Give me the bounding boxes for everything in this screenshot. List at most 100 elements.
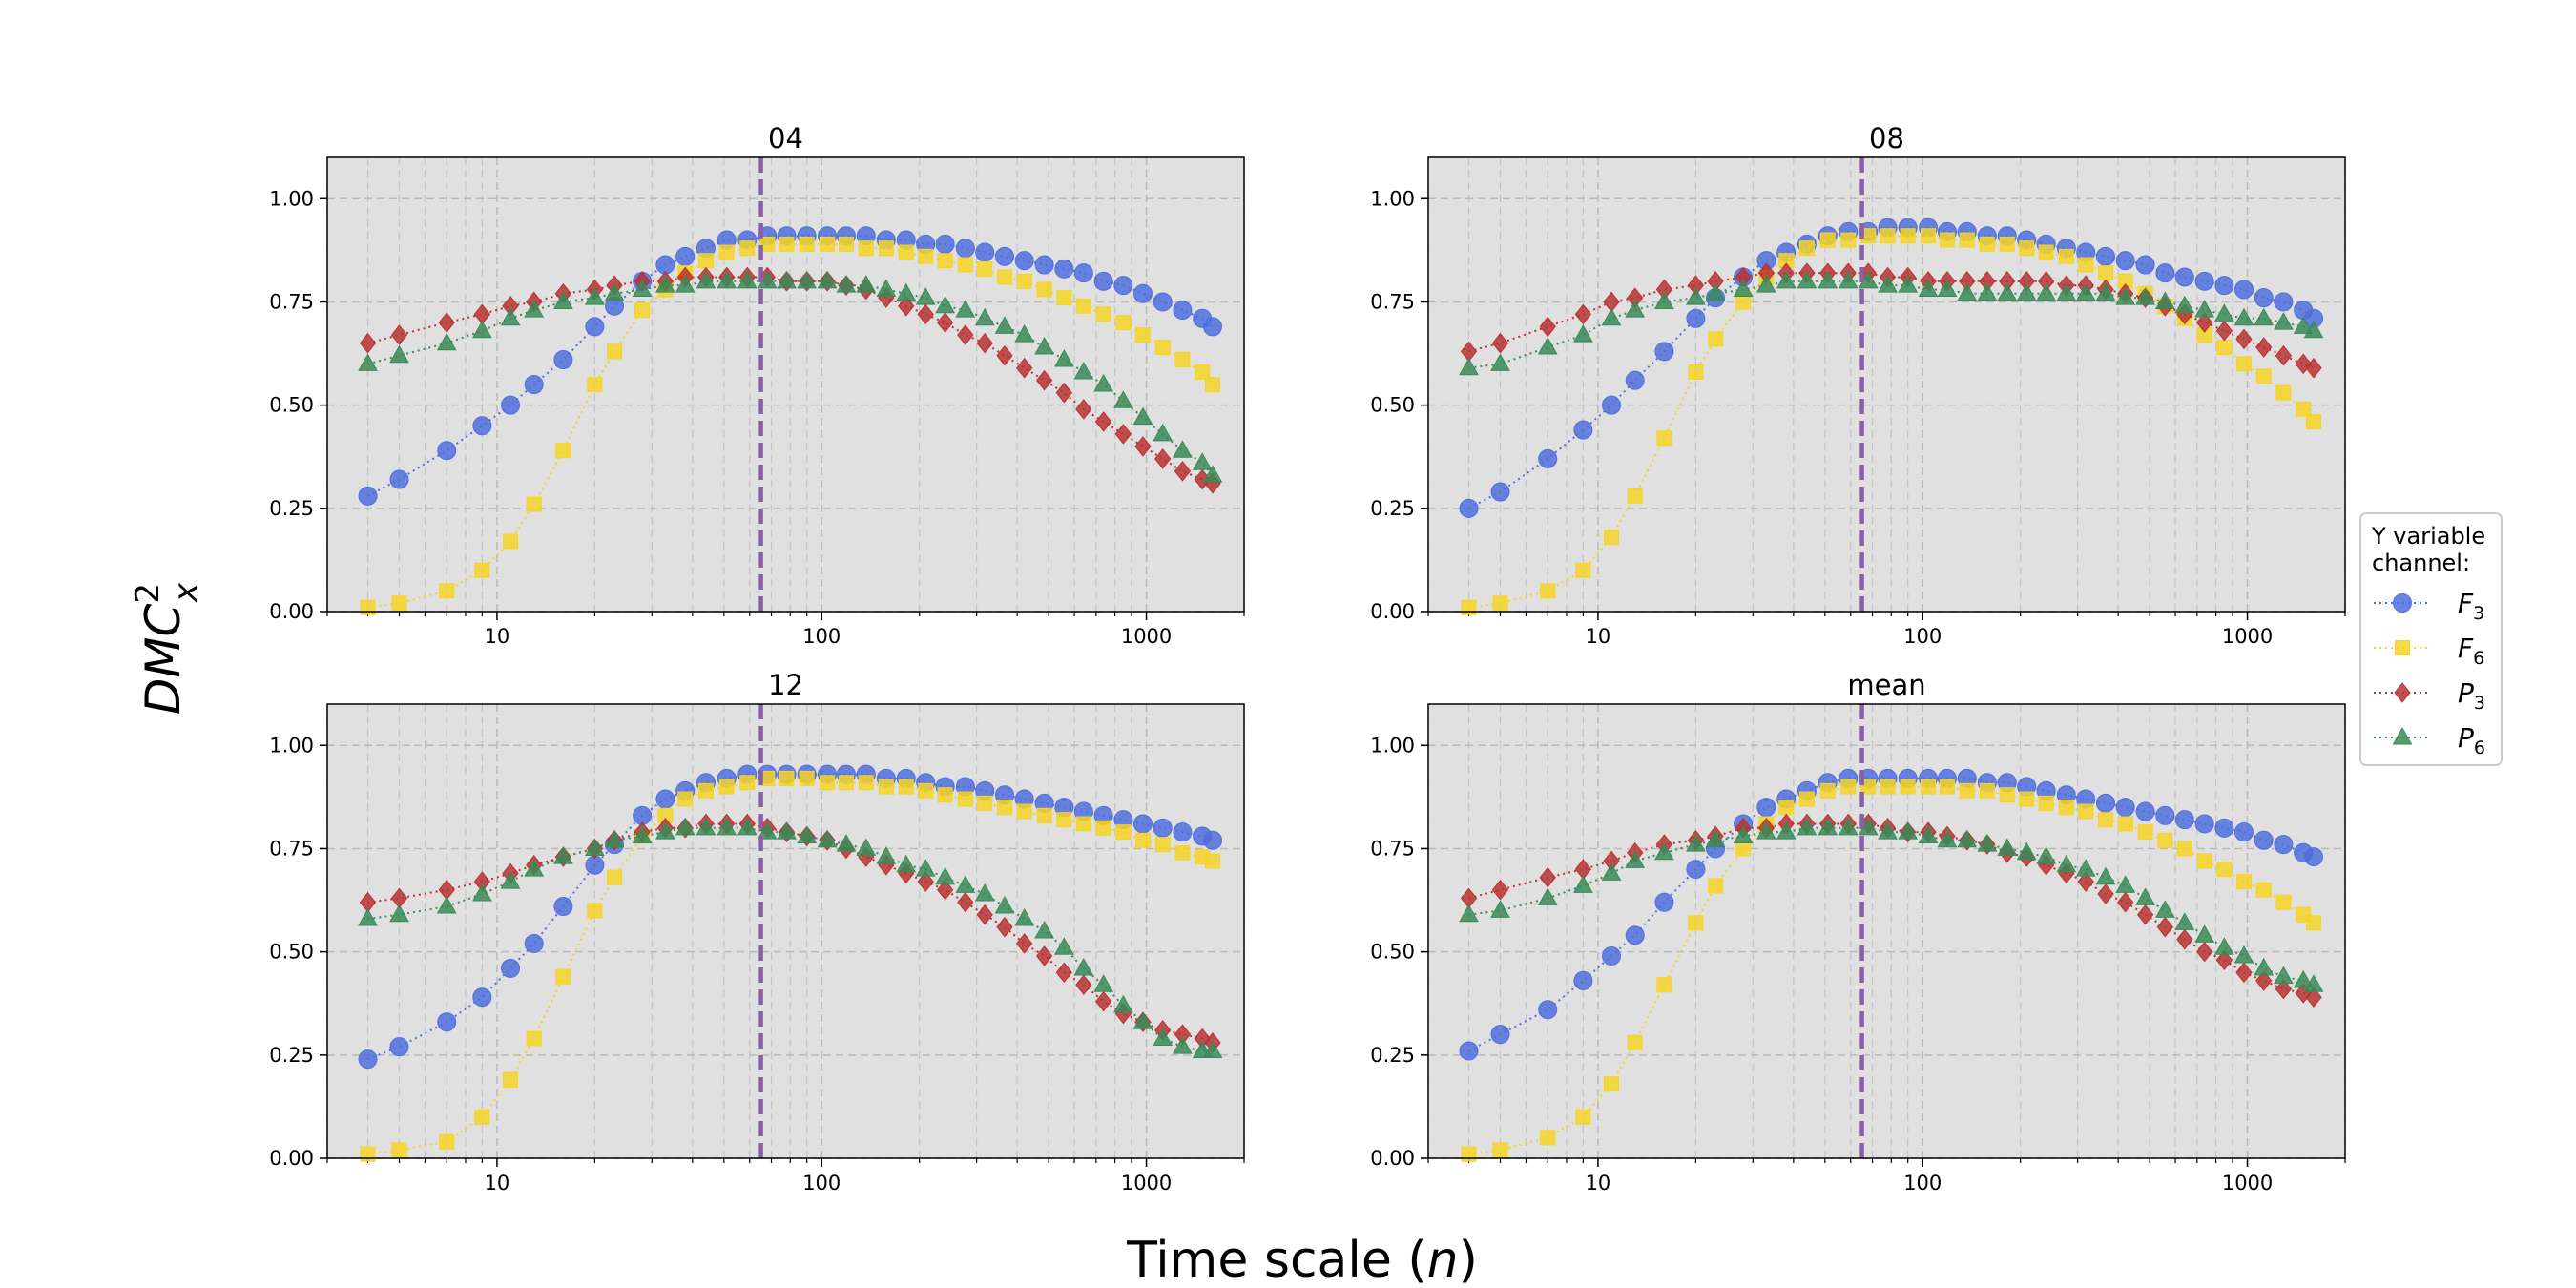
data-point [2303, 974, 2324, 992]
legend-entry: F6 [2374, 633, 2484, 669]
data-point [1625, 300, 1646, 318]
data-point [1461, 1146, 1477, 1162]
data-point [607, 343, 623, 360]
data-point [2135, 801, 2155, 821]
data-point [838, 236, 854, 252]
series-P6 [1459, 817, 2324, 992]
data-point [696, 817, 717, 836]
data-point [1538, 448, 1558, 468]
data-point [2136, 904, 2154, 925]
data-point [1016, 933, 1033, 954]
data-point [1921, 779, 1937, 795]
legend-label-sub: 3 [2474, 693, 2485, 714]
data-point [501, 958, 521, 978]
data-point [1539, 316, 1556, 338]
data-point [997, 800, 1013, 816]
data-point [2097, 883, 2114, 904]
data-point [1921, 228, 1937, 244]
data-point [779, 770, 795, 786]
data-point [585, 317, 605, 337]
data-point [1113, 390, 1133, 408]
data-point [1490, 900, 1510, 918]
axes-frame [326, 703, 1245, 1159]
data-point [717, 817, 737, 836]
data-point [1115, 315, 1132, 331]
data-point [1573, 970, 1593, 990]
data-point [1540, 583, 1556, 599]
data-point [1205, 853, 1221, 869]
data-point [817, 829, 838, 848]
data-point [876, 279, 897, 297]
data-point [2135, 255, 2155, 275]
data-point [2019, 791, 2035, 807]
data-point [856, 838, 877, 856]
data-point [2235, 356, 2252, 372]
data-point [977, 795, 993, 811]
data-point [1756, 798, 1776, 818]
axes-frame [326, 156, 1245, 613]
x-tick-label: 1000 [2222, 1172, 2273, 1195]
data-point [555, 968, 571, 985]
data-point [1798, 240, 1815, 257]
x-tick-label: 100 [1903, 625, 1942, 648]
data-point [975, 242, 995, 262]
data-point [501, 395, 521, 415]
data-point [2174, 267, 2194, 287]
data-point [2196, 312, 2213, 333]
data-point [1113, 276, 1133, 296]
data-point [553, 350, 573, 370]
data-point [2254, 957, 2275, 976]
data-point [1937, 829, 1958, 848]
data-point [2196, 853, 2212, 869]
legend-label-base: F [2458, 588, 2474, 619]
data-point [1113, 994, 1133, 1013]
legend-label-base: F [2458, 633, 2474, 664]
data-point [360, 599, 376, 615]
data-point [1205, 377, 1221, 392]
data-point [2078, 803, 2094, 820]
data-point [878, 240, 894, 257]
data-point [799, 236, 815, 252]
data-point [1705, 829, 1726, 848]
data-point [739, 775, 756, 791]
y-tick-label: 1.00 [1370, 734, 1415, 757]
legend-label-base: P [2458, 677, 2474, 709]
data-point [1491, 332, 1509, 354]
data-point [1625, 850, 1646, 868]
subplot-title: 04 [768, 122, 803, 155]
data-point [553, 897, 573, 917]
data-point [1095, 820, 1111, 836]
data-point [1798, 791, 1815, 807]
data-point [2194, 924, 2215, 943]
data-point [1034, 337, 1054, 355]
data-point [1819, 782, 1836, 799]
data-point [1053, 937, 1074, 955]
x-tick-label: 10 [1586, 625, 1611, 648]
data-point [2058, 248, 2074, 264]
legend-marker [2395, 640, 2410, 655]
series-P6 [358, 817, 1223, 1058]
data-point [779, 236, 795, 252]
data-point [1776, 270, 1797, 289]
x-tick-label: 1000 [2222, 625, 2273, 648]
data-point [2274, 312, 2294, 330]
data-point [1036, 281, 1052, 298]
series-line [1468, 822, 2315, 999]
data-point [1492, 595, 1508, 612]
y-tick-label: 0.25 [269, 1044, 314, 1067]
data-point [2096, 793, 2116, 813]
data-point [935, 866, 955, 885]
data-point [2275, 894, 2292, 910]
data-point [2098, 265, 2114, 281]
data-point [1114, 424, 1132, 445]
series-line [367, 280, 1214, 476]
data-point [2275, 344, 2293, 366]
subplot-mean: 0.00 0.25 0.50 0.75 1.00 10 100 1000 mean [1370, 669, 2346, 1195]
data-point [438, 312, 455, 333]
subplot-04: 0.00 0.25 0.50 0.75 1.00 10 100 1000 04 [269, 122, 1245, 648]
data-point [1880, 228, 1896, 244]
data-point [696, 270, 717, 289]
data-point [1073, 957, 1094, 976]
data-point [634, 302, 651, 319]
